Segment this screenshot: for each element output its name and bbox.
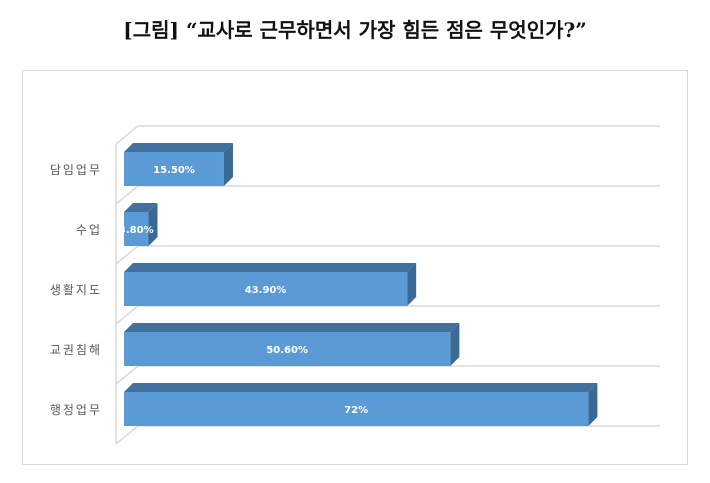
data-label: 50.60% <box>266 345 308 356</box>
bar <box>124 272 408 306</box>
bar-top <box>124 323 460 332</box>
category-label: 수업 <box>76 223 102 237</box>
gridline-depth <box>115 365 139 385</box>
bar-top <box>124 383 598 392</box>
data-label: 15.50% <box>153 165 195 176</box>
gridline-depth <box>115 185 139 205</box>
bar <box>124 392 589 426</box>
category-label: 생활지도 <box>50 283 102 297</box>
category-label: 행정업무 <box>50 402 102 417</box>
category-label: 교권침해 <box>50 343 102 357</box>
bar <box>124 212 149 246</box>
bar <box>124 332 451 366</box>
bar <box>124 152 224 186</box>
gridline-depth <box>115 305 139 325</box>
data-label: 72% <box>344 405 368 416</box>
bar-side <box>407 263 417 306</box>
bar-top <box>124 263 417 272</box>
gridline-depth <box>115 125 139 145</box>
bar-side <box>588 383 598 426</box>
chart-frame <box>22 70 688 465</box>
data-label: 3.80% <box>119 225 154 236</box>
chart-title: [그림] “교사로 근무하면서 가장 힘든 점은 무엇인가?” <box>123 18 587 42</box>
gridline-depth <box>115 425 139 445</box>
bar-side <box>148 203 158 246</box>
data-label: 43.90% <box>245 285 287 296</box>
gridline-depth <box>115 245 139 265</box>
category-label: 담임업무 <box>50 163 102 177</box>
bar-side <box>450 323 460 366</box>
bar-top <box>124 143 233 152</box>
bar-side <box>223 143 233 186</box>
bar-top <box>124 203 158 212</box>
